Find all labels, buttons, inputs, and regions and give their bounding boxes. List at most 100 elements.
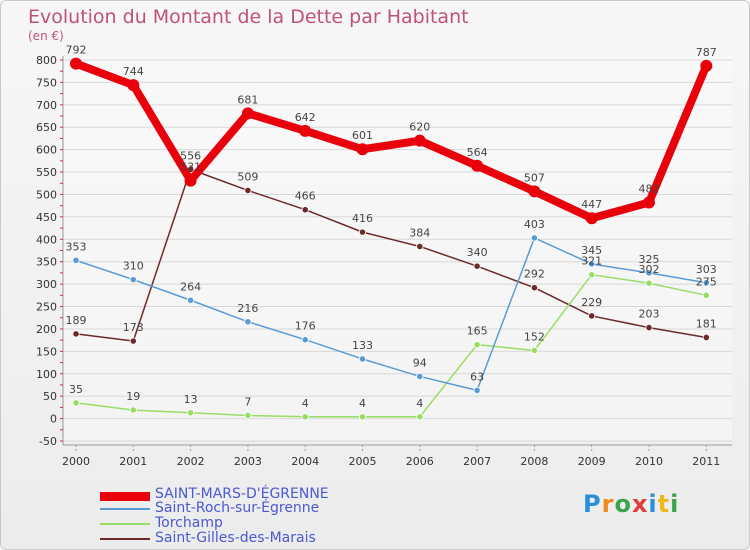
y-tick-label: 250 <box>36 301 57 314</box>
data-point-3 <box>645 323 653 332</box>
data-point-1 <box>530 234 539 242</box>
data-label-1: 133 <box>352 339 373 352</box>
data-label-1: 303 <box>696 263 717 276</box>
data-point-3 <box>72 330 80 338</box>
x-tick-label: 2004 <box>291 455 319 468</box>
chart-unit: (en €) <box>28 29 64 43</box>
data-label-3: 556 <box>180 149 201 162</box>
data-label-2: 4 <box>302 397 309 410</box>
data-label-1: 63 <box>470 370 484 383</box>
y-tick-label: 0 <box>50 413 57 426</box>
data-label-2: 275 <box>696 275 717 288</box>
legend-label-saint-mars: SAINT-MARS-D'ÉGRENNE <box>155 486 329 502</box>
y-tick-label: 200 <box>36 323 57 336</box>
data-point-1 <box>129 276 137 284</box>
y-tick-label: 700 <box>36 99 57 112</box>
data-point-0 <box>643 196 655 209</box>
data-label-1: 94 <box>413 356 427 369</box>
data-label-3: 416 <box>352 212 373 225</box>
data-point-1 <box>301 336 309 344</box>
x-tick-label: 2000 <box>62 455 90 468</box>
data-point-0 <box>241 107 254 120</box>
data-label-0: 620 <box>409 121 430 134</box>
proxiti-logo: Proxiti <box>583 490 680 518</box>
data-point-0 <box>127 79 140 92</box>
data-point-0 <box>528 185 541 198</box>
x-tick-label: 2011 <box>692 455 720 468</box>
data-point-2 <box>473 341 481 349</box>
data-point-0 <box>700 59 713 72</box>
data-label-3: 229 <box>581 296 602 309</box>
data-point-1 <box>645 269 653 277</box>
y-tick-label: 300 <box>36 278 57 291</box>
data-label-3: 384 <box>409 226 430 239</box>
data-point-2 <box>530 346 539 355</box>
data-point-2 <box>645 279 653 287</box>
data-label-1: 264 <box>180 280 201 293</box>
y-tick-label: -50 <box>39 435 57 448</box>
data-label-1: 216 <box>237 302 258 315</box>
data-label-3: 203 <box>639 308 660 321</box>
data-point-2 <box>244 411 252 420</box>
y-tick-label: 450 <box>36 211 57 224</box>
y-tick-label: 550 <box>36 166 57 179</box>
data-point-0 <box>184 174 197 187</box>
series-line-2 <box>75 273 708 418</box>
data-label-0: 507 <box>524 171 545 184</box>
data-point-3 <box>301 206 309 214</box>
data-label-2: 4 <box>359 397 366 410</box>
y-tick-label: 650 <box>36 121 57 134</box>
y-tick-label: 600 <box>36 144 57 157</box>
data-label-0: 681 <box>237 93 258 106</box>
data-point-2 <box>588 271 596 279</box>
x-tick-label: 2008 <box>520 455 548 468</box>
data-point-2 <box>72 399 80 407</box>
legend-swatch-saint-mars <box>100 492 150 501</box>
legend-label-torchamp: Torchamp <box>155 515 223 531</box>
data-label-0: 564 <box>467 146 488 159</box>
data-label-0: 447 <box>581 198 602 211</box>
data-point-3 <box>588 312 596 320</box>
legend-swatch-torchamp <box>100 523 150 525</box>
y-tick-label: 400 <box>36 233 57 246</box>
data-point-2 <box>416 413 424 421</box>
data-point-2 <box>702 291 710 299</box>
y-tick-label: 750 <box>36 76 57 89</box>
data-point-0 <box>413 134 426 147</box>
data-point-2 <box>129 406 137 414</box>
data-label-1: 353 <box>66 240 87 253</box>
chart-title: Evolution du Montant de la Dette par Hab… <box>28 6 469 28</box>
series-line-3 <box>75 168 708 342</box>
y-tick-label: 150 <box>36 345 57 358</box>
data-label-1: 403 <box>524 218 545 231</box>
data-point-3 <box>358 228 367 236</box>
data-point-0 <box>299 124 312 137</box>
data-label-2: 7 <box>244 395 251 408</box>
data-point-1 <box>187 296 195 304</box>
data-point-3 <box>416 242 424 251</box>
x-tick-label: 2009 <box>578 455 606 468</box>
data-label-0: 531 <box>180 161 201 174</box>
data-label-2: 35 <box>69 383 83 396</box>
data-label-3: 466 <box>295 190 316 203</box>
legend-swatch-saint-roch <box>100 508 150 510</box>
data-label-0: 787 <box>696 46 717 59</box>
data-label-3: 340 <box>467 246 488 259</box>
data-label-0: 482 <box>639 183 660 196</box>
data-label-2: 321 <box>581 255 602 268</box>
legend-swatch-saint-gilles <box>100 538 150 540</box>
data-point-1 <box>702 279 710 287</box>
data-point-2 <box>187 409 195 417</box>
data-label-3: 173 <box>123 321 144 334</box>
data-point-2 <box>358 413 367 421</box>
data-label-1: 310 <box>123 260 144 273</box>
data-label-1: 345 <box>581 244 602 257</box>
y-tick-label: 800 <box>36 54 57 67</box>
x-tick-label: 2006 <box>406 455 434 468</box>
data-point-3 <box>473 262 481 270</box>
data-point-3 <box>530 284 539 292</box>
x-tick-label: 2010 <box>635 455 663 468</box>
series-line-0 <box>72 59 711 223</box>
